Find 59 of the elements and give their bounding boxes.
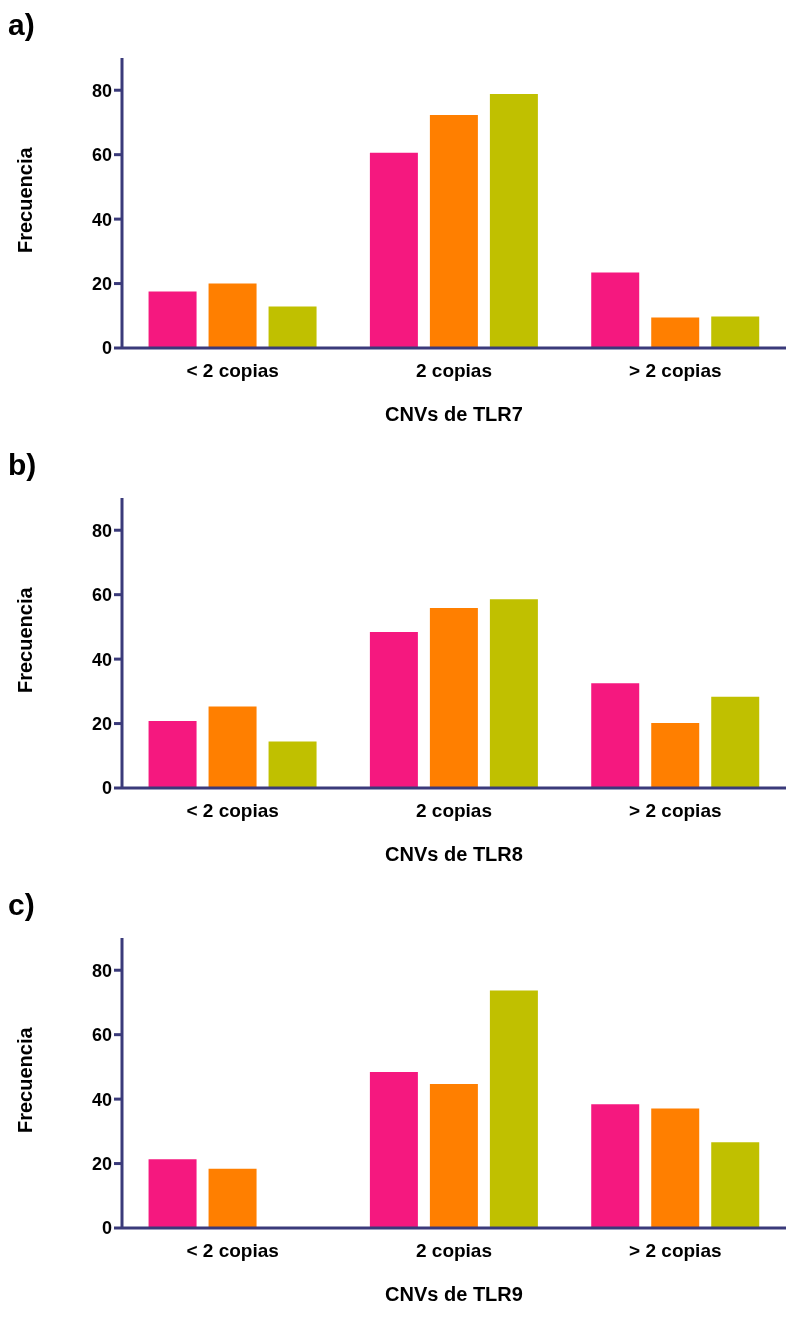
bar — [651, 722, 700, 788]
x-tick-label: 2 copias — [415, 800, 493, 822]
bar — [711, 696, 760, 788]
bar — [711, 316, 760, 348]
x-axis-title: CNVs de TLR8 — [384, 843, 524, 866]
bar — [369, 152, 418, 348]
y-tick-label: 20 — [91, 1153, 112, 1174]
y-tick-label: 80 — [91, 80, 112, 101]
y-tick-label: 0 — [101, 1218, 112, 1239]
bar — [651, 317, 700, 348]
x-axis-title: CNVs de TLR9 — [384, 1283, 524, 1306]
bar — [268, 741, 317, 788]
y-tick-label: 60 — [91, 145, 112, 166]
bar — [429, 1083, 478, 1228]
bar — [268, 306, 317, 348]
x-tick-label: > 2 copias — [629, 800, 722, 822]
bar — [148, 291, 197, 348]
bar — [148, 720, 197, 788]
y-axis-title: Frecuencia — [14, 1026, 37, 1133]
y-tick-label: 20 — [91, 713, 112, 734]
x-tick-label: > 2 copias — [629, 1240, 722, 1262]
bar — [208, 283, 257, 348]
bar — [591, 272, 640, 348]
y-tick-label: 40 — [91, 209, 112, 230]
x-tick-label: > 2 copias — [629, 360, 722, 382]
bar — [489, 94, 538, 348]
bar — [711, 1142, 760, 1228]
y-tick-label: 40 — [91, 1089, 112, 1110]
bar — [148, 1159, 197, 1228]
bar — [429, 115, 478, 348]
bar — [591, 1104, 640, 1228]
x-tick-label: < 2 copias — [186, 360, 279, 382]
bar — [591, 683, 640, 788]
bar — [208, 1168, 257, 1228]
y-tick-label: 60 — [91, 585, 112, 606]
bar — [208, 706, 257, 788]
y-tick-label: 80 — [91, 960, 112, 981]
chart-title: b) — [8, 448, 37, 482]
y-axis-title: Frecuencia — [14, 586, 37, 693]
y-tick-label: 80 — [91, 520, 112, 541]
y-tick-label: 40 — [91, 649, 112, 670]
x-tick-label: < 2 copias — [186, 1240, 279, 1262]
y-tick-label: 0 — [101, 778, 112, 799]
bar — [429, 607, 478, 788]
chart-title: a) — [8, 8, 35, 42]
bar — [369, 1072, 418, 1228]
y-axis-title: Frecuencia — [14, 146, 37, 253]
y-tick-label: 20 — [91, 273, 112, 294]
x-axis-title: CNVs de TLR7 — [384, 403, 524, 426]
bar — [369, 632, 418, 788]
chart-title: c) — [8, 888, 35, 922]
bar — [489, 990, 538, 1228]
y-tick-label: 60 — [91, 1025, 112, 1046]
x-tick-label: 2 copias — [415, 360, 493, 382]
x-tick-label: 2 copias — [415, 1240, 493, 1262]
bar — [651, 1108, 700, 1228]
bar — [489, 599, 538, 788]
y-tick-label: 0 — [101, 338, 112, 359]
x-tick-label: < 2 copias — [186, 800, 279, 822]
